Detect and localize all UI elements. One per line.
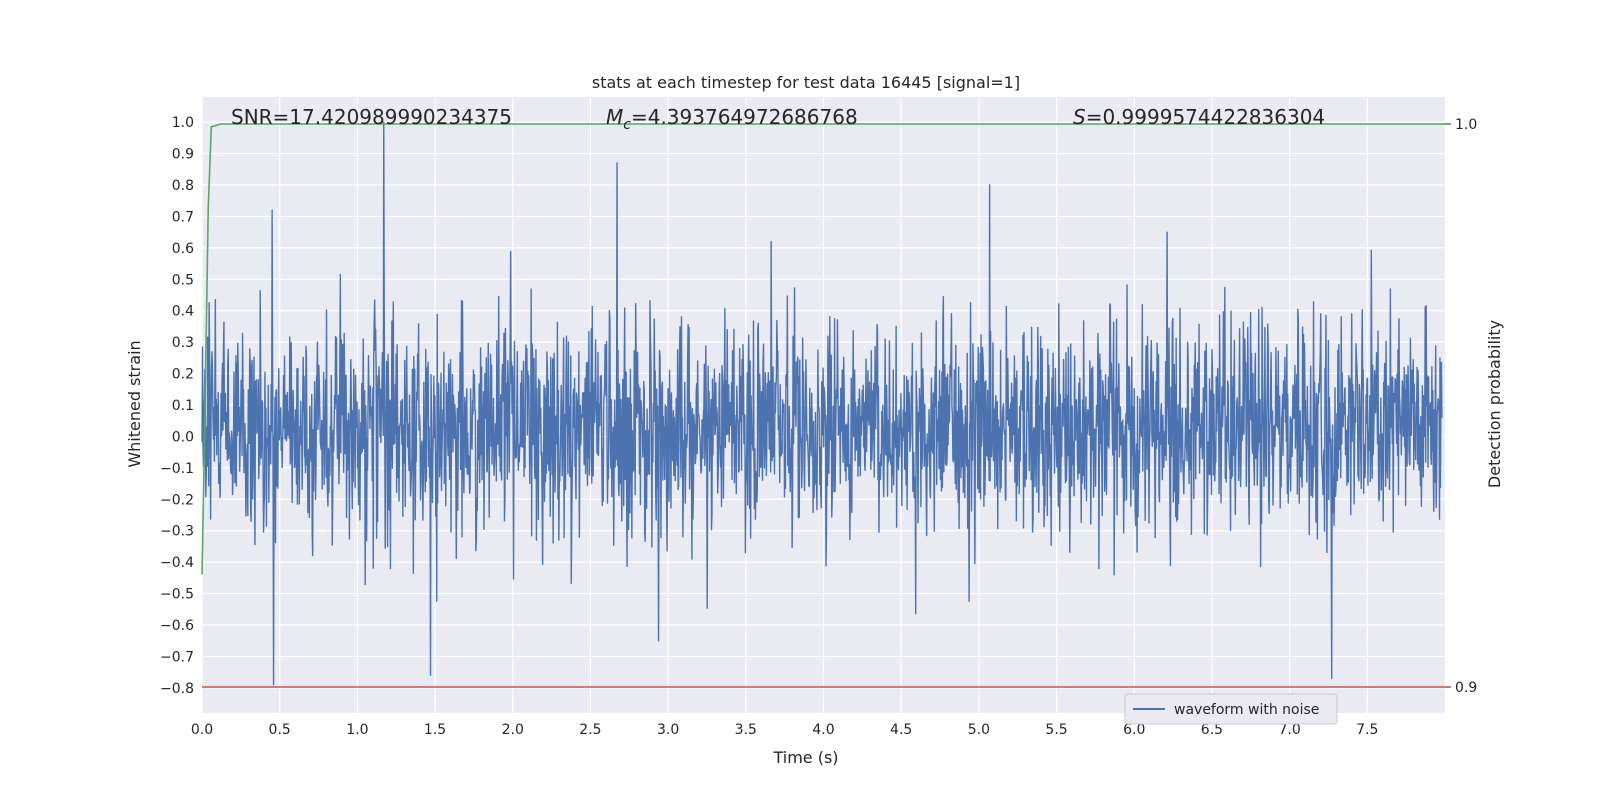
y-tick-label: −0.5 xyxy=(160,587,194,603)
mc-symbol: M xyxy=(606,105,623,129)
s-annotation: S=0.9999574422836304 xyxy=(1073,105,1325,129)
probability-series xyxy=(201,123,1445,688)
legend: waveform with noise xyxy=(1124,693,1338,725)
x-tick-label: 1.5 xyxy=(424,722,446,738)
x-tick-label: 4.0 xyxy=(812,722,834,738)
y-tick-label: 0.9 xyxy=(172,147,194,163)
x-tick-label: 0.0 xyxy=(191,722,213,738)
x-tick-label: 5.0 xyxy=(968,722,990,738)
y2-tick-label: 0.9 xyxy=(1455,680,1477,696)
y-ticks: −0.8 −0.7 −0.6 −0.5 −0.4 −0.3 −0.2 −0.1 0.0 0.1 0.… xyxy=(160,115,194,697)
y-tick-label: 0.7 xyxy=(172,209,194,225)
y-tick-label: 0.2 xyxy=(172,367,194,383)
x-tick-label: 6.5 xyxy=(1201,722,1223,738)
y-tick-label: 0.6 xyxy=(172,241,194,257)
x-axis-label: Time (s) xyxy=(772,748,838,767)
y-tick-label: −0.4 xyxy=(160,555,194,571)
mc-value: =4.393764972686768 xyxy=(631,105,858,129)
x-tick-label: 6.0 xyxy=(1123,722,1145,738)
detection-probability-line xyxy=(201,123,1445,575)
y-tick-label: 0.4 xyxy=(172,304,194,320)
y2-axis-label: Detection probability xyxy=(1485,320,1504,488)
waveform-line xyxy=(201,121,1443,686)
y-tick-label: 0.1 xyxy=(172,398,194,414)
y-tick-label: 0.5 xyxy=(172,272,194,288)
y-tick-label: −0.1 xyxy=(160,461,194,477)
x-tick-label: 3.5 xyxy=(735,722,757,738)
mc-annotation: Mc=4.393764972686768 xyxy=(606,105,858,133)
legend-label: waveform with noise xyxy=(1174,702,1319,718)
waveform-series xyxy=(201,121,1443,686)
chart-title: stats at each timestep for test data 164… xyxy=(592,73,1020,92)
s-value: =0.9999574422836304 xyxy=(1086,105,1325,129)
x-tick-label: 7.0 xyxy=(1278,722,1300,738)
y-axis-label: Whitened strain xyxy=(125,340,144,467)
s-symbol: S xyxy=(1073,105,1086,129)
snr-annotation: SNR=17.420989990234375 xyxy=(231,105,512,129)
y-tick-label: 0.3 xyxy=(172,335,194,351)
y-tick-label: −0.8 xyxy=(160,681,194,697)
x-tick-label: 5.5 xyxy=(1045,722,1067,738)
x-tick-label: 3.0 xyxy=(657,722,679,738)
y2-ticks: 0.9 1.0 xyxy=(1445,117,1477,696)
y-tick-label: 0.0 xyxy=(172,429,194,445)
legend-box xyxy=(1124,693,1338,725)
y-tick-label: −0.2 xyxy=(160,492,194,508)
y-tick-label: 1.0 xyxy=(172,115,194,131)
x-ticks: 0.0 0.5 1.0 1.5 2.0 2.5 3.0 3.5 4.0 4.5 5.0 5.5 6.0 6… xyxy=(191,722,1379,738)
y-tick-label: −0.7 xyxy=(160,649,194,665)
x-tick-label: 2.0 xyxy=(502,722,524,738)
mc-subscript: c xyxy=(623,117,631,133)
x-tick-label: 7.5 xyxy=(1356,722,1378,738)
x-tick-label: 1.0 xyxy=(346,722,368,738)
y-tick-label: 0.8 xyxy=(172,178,194,194)
x-tick-label: 4.5 xyxy=(890,722,912,738)
x-tick-label: 2.5 xyxy=(579,722,601,738)
y-tick-label: −0.3 xyxy=(160,524,194,540)
y2-tick-label: 1.0 xyxy=(1455,117,1477,133)
x-tick-label: 0.5 xyxy=(269,722,291,738)
y-tick-label: −0.6 xyxy=(160,618,194,634)
